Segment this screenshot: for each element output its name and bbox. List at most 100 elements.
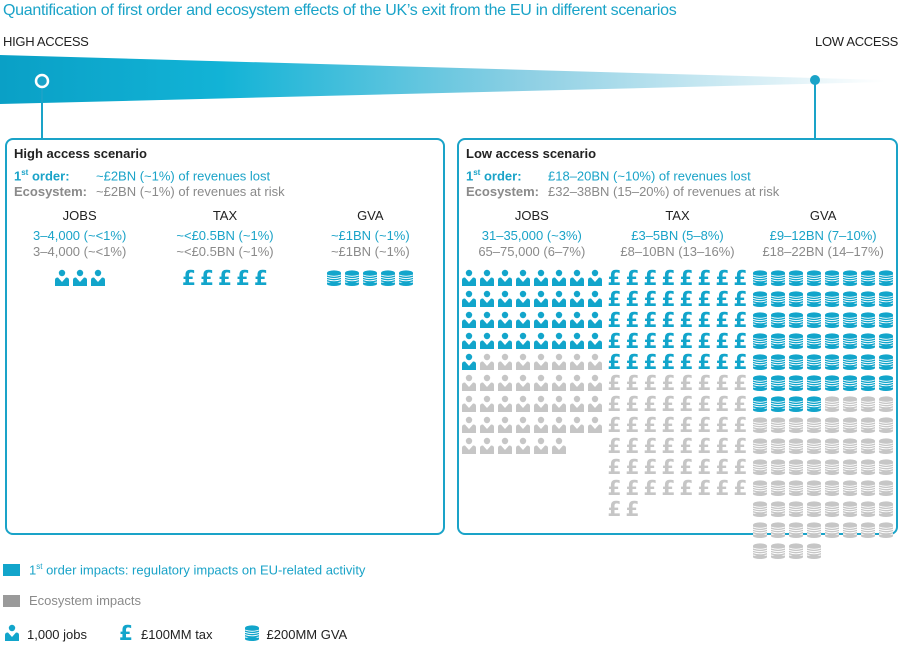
- pound-icon: £: [697, 371, 712, 395]
- coin-stack-icon: [877, 332, 895, 353]
- coin-stack-icon: [859, 311, 877, 332]
- coin-stack-icon: [859, 437, 877, 458]
- first-order-row: 1st order: £18–20BN (~10%) of revenues lo…: [466, 168, 751, 183]
- person-icon: [514, 353, 532, 374]
- icon-grid: [751, 269, 895, 563]
- coin-stack-icon: [877, 374, 895, 395]
- low-access-label: LOW ACCESS: [815, 34, 898, 49]
- person-icon: [460, 353, 478, 374]
- person-icon: [514, 311, 532, 332]
- pound-icon: £: [643, 266, 658, 290]
- coin-stack-icon: [751, 458, 769, 479]
- pound-icon: £: [733, 413, 748, 437]
- first-order-label: 1st order:: [466, 168, 522, 184]
- coin-stack-icon: [823, 311, 841, 332]
- pound-icon: £: [715, 329, 730, 353]
- coin-stack-icon: [769, 542, 787, 563]
- pound-icon: £: [679, 350, 694, 374]
- coin-stack-icon: [787, 290, 805, 311]
- legend-first-order-text: order impacts: regulatory impacts on EU-…: [42, 562, 366, 578]
- person-icon: [586, 395, 604, 416]
- pound-icon: £: [200, 266, 214, 290]
- coin-stack-icon: [805, 290, 823, 311]
- person-icon: [89, 269, 107, 290]
- coin-stack-icon: [841, 479, 859, 500]
- pound-icon: £: [625, 329, 640, 353]
- pound-icon: £: [697, 350, 712, 374]
- person-icon: [496, 353, 514, 374]
- person-icon: [514, 374, 532, 395]
- person-icon: [532, 353, 550, 374]
- person-icon: [460, 437, 478, 458]
- pound-icon: £: [733, 371, 748, 395]
- coin-stack-icon: [787, 458, 805, 479]
- person-icon: [496, 395, 514, 416]
- coin-stack-icon: [823, 500, 841, 521]
- pound-icon: £: [625, 476, 640, 500]
- coin-stack-icon: [787, 479, 805, 500]
- coin-stack-icon: [751, 500, 769, 521]
- person-icon: [496, 437, 514, 458]
- pound-icon: £: [697, 266, 712, 290]
- person-icon: [550, 395, 568, 416]
- person-icon: [586, 416, 604, 437]
- coin-stack-icon: [751, 542, 769, 563]
- coin-stack-icon: [823, 269, 841, 290]
- coin-stack-icon: [859, 521, 877, 542]
- pound-icon: £: [119, 621, 133, 645]
- metric-tax: TAX £3–5BN (5–8%) £8–10BN (13–16%) £ £ £ £ £ £ £ £…: [605, 206, 751, 563]
- coin-stack-icon: [877, 290, 895, 311]
- pound-icon: £: [715, 371, 730, 395]
- person-icon: [532, 311, 550, 332]
- coin-stack-icon: [823, 374, 841, 395]
- ecosystem-label: Ecosystem:: [14, 184, 87, 199]
- person-icon: [478, 374, 496, 395]
- person-icon: [71, 269, 89, 290]
- person-icon: [586, 290, 604, 311]
- metric-heading: JOBS: [62, 208, 97, 223]
- coin-stack-icon: [787, 521, 805, 542]
- coin-stack-icon: [769, 311, 787, 332]
- metrics-columns: JOBS 3–4,000 (~<1%) 3–4,000 (~<1%) TAX ~<£0.…: [7, 206, 443, 290]
- coin-stack-icon: [841, 374, 859, 395]
- coin-stack-icon: [805, 374, 823, 395]
- coin-stack-icon: [751, 479, 769, 500]
- first-order-metric-value: £9–12BN (7–10%): [769, 228, 877, 243]
- pound-icon: £: [715, 434, 730, 458]
- pound-icon: £: [607, 497, 622, 521]
- coin-stack-icon: [859, 395, 877, 416]
- coin-stack-icon: [805, 437, 823, 458]
- person-icon: [460, 395, 478, 416]
- pound-icon: £: [625, 266, 640, 290]
- person-icon: [478, 332, 496, 353]
- person-icon: [568, 353, 586, 374]
- coin-stack-icon: [877, 269, 895, 290]
- person-icon: [532, 269, 550, 290]
- coin-stack-icon: [859, 269, 877, 290]
- person-icon: [532, 437, 550, 458]
- person-icon: [478, 395, 496, 416]
- pound-icon: £: [643, 392, 658, 416]
- pound-icon: £: [697, 434, 712, 458]
- person-icon: [568, 290, 586, 311]
- low-access-marker: [810, 75, 820, 85]
- key-label: £200MM GVA: [266, 627, 348, 642]
- high-access-scenario-panel: High access scenario 1st order: ~£2BN (~1%…: [5, 138, 445, 535]
- coin-stack-icon: [841, 500, 859, 521]
- pound-icon: £: [607, 392, 622, 416]
- coin-stack-icon: [877, 521, 895, 542]
- coin-stack-icon: [787, 500, 805, 521]
- coin-stack-icon: [859, 416, 877, 437]
- person-icon: [586, 311, 604, 332]
- person-icon: [532, 374, 550, 395]
- person-icon: [532, 416, 550, 437]
- pound-icon: £: [661, 371, 676, 395]
- pound-icon: £: [661, 350, 676, 374]
- first-order-metric-value: ~<£0.5BN (~1%): [176, 228, 274, 243]
- icon-key: 1,000 jobs £ £100MM tax £200MM GVA: [3, 621, 377, 645]
- coin-stack-icon: [379, 269, 397, 290]
- pound-icon: £: [715, 413, 730, 437]
- metric-heading: GVA: [809, 208, 837, 223]
- pound-icon: £: [607, 413, 622, 437]
- coin-stack-icon: [877, 458, 895, 479]
